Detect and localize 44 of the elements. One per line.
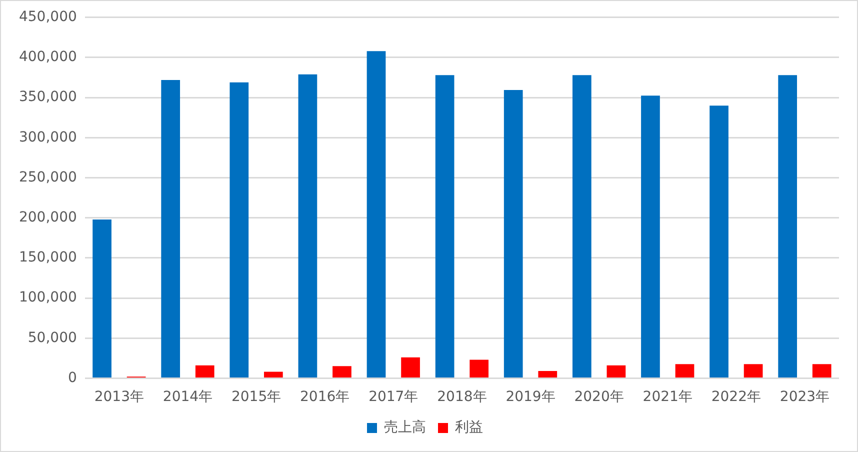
y-tick-label: 0 (68, 370, 77, 386)
bar (332, 366, 352, 378)
bar (435, 75, 454, 378)
x-tick-label: 2018年 (437, 389, 487, 406)
bar (675, 364, 694, 378)
x-tick-label: 2022年 (711, 389, 761, 406)
bar (606, 365, 626, 378)
x-tick-label: 2013年 (94, 389, 144, 406)
y-tick-label: 50,000 (28, 330, 77, 346)
bar (366, 51, 386, 378)
x-tick-label: 2017年 (368, 389, 418, 406)
bar (778, 75, 798, 378)
y-tick-label: 250,000 (18, 169, 77, 186)
legend-label: 利益 (455, 420, 483, 436)
bar (572, 75, 592, 378)
bar (195, 365, 214, 378)
x-tick-label: 2021年 (642, 389, 692, 406)
bar (812, 364, 832, 378)
y-tick-label: 300,000 (18, 129, 77, 146)
bar (744, 364, 763, 378)
x-tick-label: 2020年 (574, 389, 624, 406)
x-tick-label: 2023年 (780, 389, 830, 406)
bar (710, 106, 728, 378)
x-tick-label: 2016年 (300, 389, 350, 406)
bar (401, 357, 420, 378)
legend-label: 売上高 (384, 420, 426, 436)
bar (641, 96, 660, 378)
y-tick-label: 150,000 (18, 250, 77, 266)
bar (230, 82, 249, 378)
y-tick-label: 200,000 (18, 209, 77, 226)
y-tick-label: 350,000 (18, 89, 77, 106)
y-tick-label: 100,000 (18, 290, 77, 306)
bar (470, 360, 489, 378)
bar (161, 80, 180, 378)
y-tick-label: 450,000 (18, 9, 77, 26)
bar (504, 90, 523, 378)
bar (264, 372, 283, 378)
y-tick-label: 400,000 (18, 49, 77, 66)
bar (92, 219, 112, 378)
x-tick-label: 2015年 (231, 389, 282, 406)
x-tick-label: 2014年 (162, 389, 213, 406)
bar (298, 74, 318, 378)
x-tick-label: 2019年 (506, 389, 556, 406)
bar (538, 370, 558, 378)
